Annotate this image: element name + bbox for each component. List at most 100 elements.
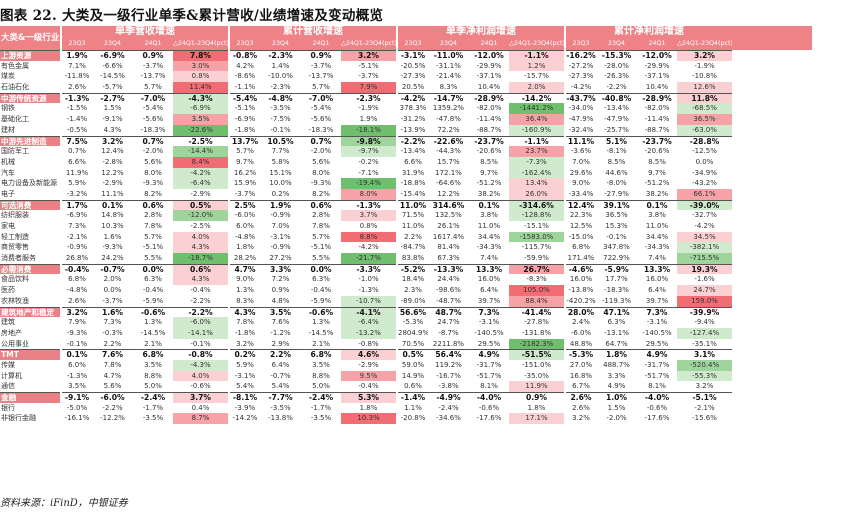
value-cell: -2.2%: [190, 296, 211, 305]
value-cell: -1.3%: [341, 199, 396, 211]
value-cell: 0.8%: [173, 71, 228, 83]
value-cell: 3.5%: [173, 114, 228, 125]
value-cell: 47.1%: [596, 306, 637, 318]
value-cell: 9.0%: [572, 179, 590, 188]
value-cell: 8.8%: [144, 371, 162, 380]
value-cell: 8.0%: [341, 188, 396, 200]
value-cell: -0.4%: [310, 286, 332, 295]
value-cell: 26.7%: [509, 263, 564, 275]
row-label: 机械: [1, 157, 15, 166]
value-cell: 0.6%: [404, 382, 422, 391]
value-cell: 5.7%: [144, 83, 162, 92]
value-cell: 24.7%: [437, 318, 460, 327]
row-label: 必需消费: [0, 263, 60, 275]
value-cell: -14.5%: [308, 328, 334, 337]
value-cell: 6.3%: [607, 318, 626, 327]
value-cell: 28.0%: [566, 306, 596, 317]
value-cell: 7.6%: [92, 349, 133, 360]
row-label: 公用事业: [1, 339, 29, 348]
row-label: 煤炭: [1, 72, 15, 81]
value-cell: 8.8%: [341, 231, 396, 243]
value-cell: 6.8%: [68, 275, 86, 284]
value-cell: 171.4%: [567, 254, 595, 263]
value-cell: 1.9%: [260, 199, 301, 211]
value-cell: 347.8%: [603, 243, 630, 252]
value-cell: -18.3%: [140, 125, 166, 134]
value-cell: -16.2%: [566, 50, 596, 60]
value-cell: 1.5%: [607, 403, 626, 412]
value-cell: -0.7%: [92, 263, 133, 275]
value-cell: 66.1%: [677, 188, 732, 200]
industry-growth-table: 大类&一级行业 单季营收增速 23Q3 23Q4 24Q1 △24Q1-23Q4(pct…: [0, 26, 812, 425]
value-cell: 7.4%: [480, 254, 498, 263]
value-cell: -0.6%: [478, 403, 500, 412]
value-cell: 5.4%: [271, 382, 290, 391]
figure-title: 图表 22. 大类及一级行业单季&累计营收/业绩增速及变动概览: [0, 8, 384, 24]
value-cell: -15.3%: [596, 50, 637, 61]
value-cell: 44.6%: [605, 168, 628, 177]
value-cell: -2.0%: [606, 414, 627, 423]
value-cell: -13.4%: [400, 147, 426, 156]
value-cell: 11.0%: [398, 199, 428, 210]
value-cell: -3.1%: [270, 232, 291, 241]
industry-row: 食品饮料 6.8% 2.0% 6.3% 4.3% 9.0% 7.2% 6.3% -1.0% 18.…: [0, 274, 812, 286]
value-cell: -20.5%: [400, 61, 426, 70]
value-cell: 4.7%: [103, 371, 122, 380]
value-cell: 0.9%: [509, 392, 564, 403]
value-cell: 83.8%: [401, 254, 425, 263]
value-cell: -5.4%: [230, 92, 260, 104]
value-cell: 7.5%: [62, 135, 92, 147]
header-group-title: 累计净利润增速: [614, 26, 684, 37]
header-subcol: 23Q4: [104, 40, 121, 47]
value-cell: -43.2%: [692, 179, 717, 188]
value-cell: -18.3%: [604, 286, 629, 295]
value-cell: 56.6%: [398, 306, 428, 317]
value-cell: -13.9%: [400, 125, 426, 134]
value-cell: 105.0%: [509, 285, 564, 296]
value-cell: -1.3%: [358, 286, 379, 295]
value-cell: -4.8%: [234, 232, 256, 241]
row-label: 建筑地产和稳定: [0, 306, 60, 318]
value-cell: 132.5%: [435, 211, 462, 220]
value-cell: 36.4%: [509, 114, 564, 125]
value-cell: -0.4%: [142, 286, 164, 295]
value-cell: -5.6%: [142, 115, 164, 124]
value-cell: -18.1%: [341, 124, 396, 136]
value-cell: -2.3%: [260, 50, 301, 61]
value-cell: -13.8%: [268, 414, 293, 423]
value-cell: -63.0%: [677, 124, 732, 136]
value-cell: 9.7%: [480, 168, 498, 177]
value-cell: 15.1%: [269, 168, 292, 177]
value-cell: 8.0%: [312, 168, 330, 177]
value-cell: 2.8%: [312, 211, 330, 220]
value-cell: 88.4%: [509, 295, 564, 307]
value-cell: -7.1%: [358, 168, 379, 177]
value-cell: -5.9%: [310, 296, 332, 305]
category-row: 中游先进制造 7.5% 3.2% 0.7% -2.5% 13.7% 10.5% 0.7% -9.…: [0, 135, 812, 147]
value-cell: -1.1%: [509, 135, 564, 147]
value-cell: 15.9%: [233, 179, 257, 188]
value-cell: -5.3%: [402, 318, 424, 327]
value-cell: 0.2%: [271, 189, 290, 198]
value-cell: -5.1%: [358, 61, 379, 70]
value-cell: 10.0%: [269, 179, 292, 188]
header-group: 累计营收增速 23Q3 23Q4 24Q1 △24Q1-23Q4(pct): [230, 26, 397, 50]
value-cell: -3.7%: [358, 72, 379, 81]
value-cell: -14.1%: [173, 327, 228, 339]
value-cell: -127.4%: [677, 327, 732, 339]
value-cell: 3.2%: [341, 50, 396, 61]
value-cell: 16.8%: [569, 371, 593, 380]
value-cell: 10.4%: [477, 83, 501, 92]
value-cell: -13.2%: [341, 327, 396, 339]
value-cell: 3.2%: [695, 382, 714, 391]
value-cell: 5.7%: [312, 232, 330, 241]
header-group-title: 单季净利润增速: [446, 26, 516, 37]
value-cell: -382.1%: [677, 242, 732, 254]
value-cell: -0.5%: [66, 125, 88, 134]
value-cell: 72.2%: [437, 125, 460, 134]
row-label: 消费者服务: [1, 254, 36, 263]
value-cell: -162.4%: [509, 167, 564, 179]
value-cell: 1.5%: [103, 104, 122, 113]
value-cell: -9.1%: [102, 115, 123, 124]
row-label: 家电: [1, 222, 15, 230]
